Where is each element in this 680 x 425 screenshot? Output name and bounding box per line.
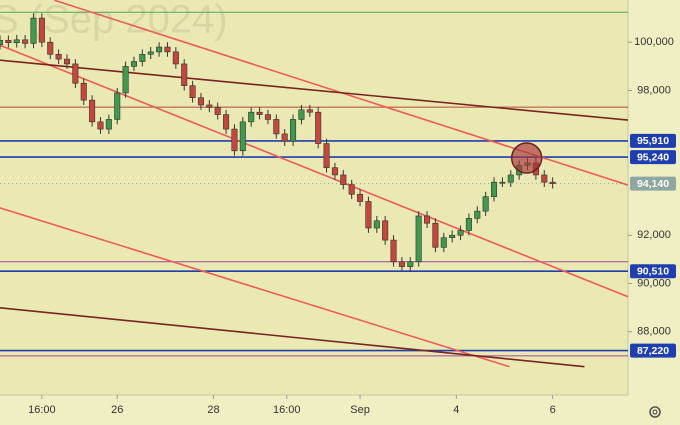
level-label-box	[630, 264, 676, 279]
last-price-label: 94,140	[637, 178, 669, 190]
candle-body	[407, 261, 414, 267]
x-tick-label: 26	[111, 404, 123, 416]
candle-body	[164, 46, 171, 53]
y-tick-label: 92,000	[637, 229, 671, 241]
last-price-box	[630, 176, 676, 191]
candle-body	[130, 61, 137, 67]
level-label: 95,240	[637, 151, 669, 163]
candle-body	[331, 167, 338, 176]
x-tick-label: 28	[207, 404, 219, 416]
candle-body	[189, 85, 196, 99]
trend-line	[0, 207, 510, 368]
candle-body	[223, 114, 230, 130]
y-tick-label: 98,000	[637, 84, 671, 96]
candle-body	[323, 143, 330, 169]
candle-body	[214, 107, 221, 115]
candle-body	[80, 82, 87, 101]
candle-body	[315, 111, 322, 144]
candle-body	[147, 51, 154, 55]
candle-body	[139, 53, 146, 62]
candle-body	[239, 121, 246, 152]
candle-body	[432, 222, 439, 248]
axes: 100,000 98,000 92,000 90,000 88,000 16:00 26 28…	[28, 36, 676, 416]
y-tick-label: 90,000	[637, 277, 671, 289]
candle-body	[97, 121, 104, 130]
candle-body	[47, 41, 54, 55]
candle-body	[72, 63, 79, 84]
candle-body	[390, 239, 397, 263]
candle-body	[474, 210, 481, 219]
candle-body	[491, 181, 498, 197]
level-label-box	[630, 150, 676, 165]
candle-body	[231, 128, 238, 152]
candle-body	[398, 261, 405, 267]
candle-body	[89, 99, 96, 123]
x-tick-label: 6	[550, 404, 556, 416]
candle-body	[449, 234, 456, 238]
level-label: 95,910	[637, 135, 669, 147]
highlight-marker	[510, 142, 543, 174]
level-label-box	[630, 133, 676, 148]
x-tick-label: 4	[453, 404, 459, 416]
candle-body	[499, 181, 506, 184]
candle-body	[55, 53, 62, 60]
y-tick-label: 88,000	[637, 326, 671, 338]
candle-body	[424, 215, 431, 224]
candle-body	[63, 58, 71, 65]
candle-body	[0, 39, 4, 45]
plot	[0, 0, 628, 368]
candle-body	[440, 237, 447, 248]
candle-body	[172, 51, 179, 65]
candle-body	[273, 119, 280, 135]
candle-body	[38, 17, 45, 43]
candle-body	[181, 63, 188, 86]
candle-body	[22, 39, 29, 44]
candle-body	[5, 39, 12, 44]
candle-body	[541, 174, 548, 183]
x-tick-label: 16:00	[28, 404, 56, 416]
candle-body	[264, 114, 271, 120]
candle-body	[457, 230, 464, 236]
candle-body	[365, 201, 372, 229]
level-label: 87,220	[637, 345, 669, 357]
candle-body	[306, 109, 313, 113]
trend-line	[0, 59, 628, 121]
trend-line	[0, 44, 628, 298]
candle-body	[105, 119, 112, 130]
candle-body	[13, 39, 20, 44]
candle-body	[298, 109, 305, 120]
candle-body	[415, 215, 422, 263]
level-label: 90,510	[637, 265, 669, 277]
candle-body	[206, 104, 213, 108]
candle-body	[382, 220, 389, 241]
candle-body	[156, 46, 163, 53]
candle-body	[482, 196, 489, 212]
candle-body	[465, 218, 472, 231]
x-tick-label: Sep	[350, 404, 370, 416]
candle-body	[248, 111, 255, 123]
candle-body	[340, 174, 347, 185]
candle-body	[290, 119, 297, 142]
candle-body	[30, 17, 37, 44]
settings-icon[interactable]	[649, 406, 661, 418]
plot-background	[0, 0, 628, 395]
candle-body	[549, 181, 556, 184]
candle-body	[373, 220, 380, 229]
candle-body	[507, 174, 514, 183]
candle-body	[122, 66, 129, 94]
x-tick-label: 16:00	[273, 404, 301, 416]
watermark: S (Sep 2024)	[0, 0, 228, 42]
candle-body	[348, 184, 355, 195]
candle-body	[256, 111, 263, 115]
candle-body	[281, 133, 288, 142]
trend-line	[0, 306, 585, 368]
time-axis	[0, 395, 628, 425]
candle-body	[357, 193, 364, 202]
level-label-box	[630, 343, 676, 358]
price-axis	[628, 0, 680, 425]
candle-body	[114, 92, 121, 120]
candle-body	[197, 97, 204, 106]
y-tick-label: 100,000	[634, 36, 674, 48]
